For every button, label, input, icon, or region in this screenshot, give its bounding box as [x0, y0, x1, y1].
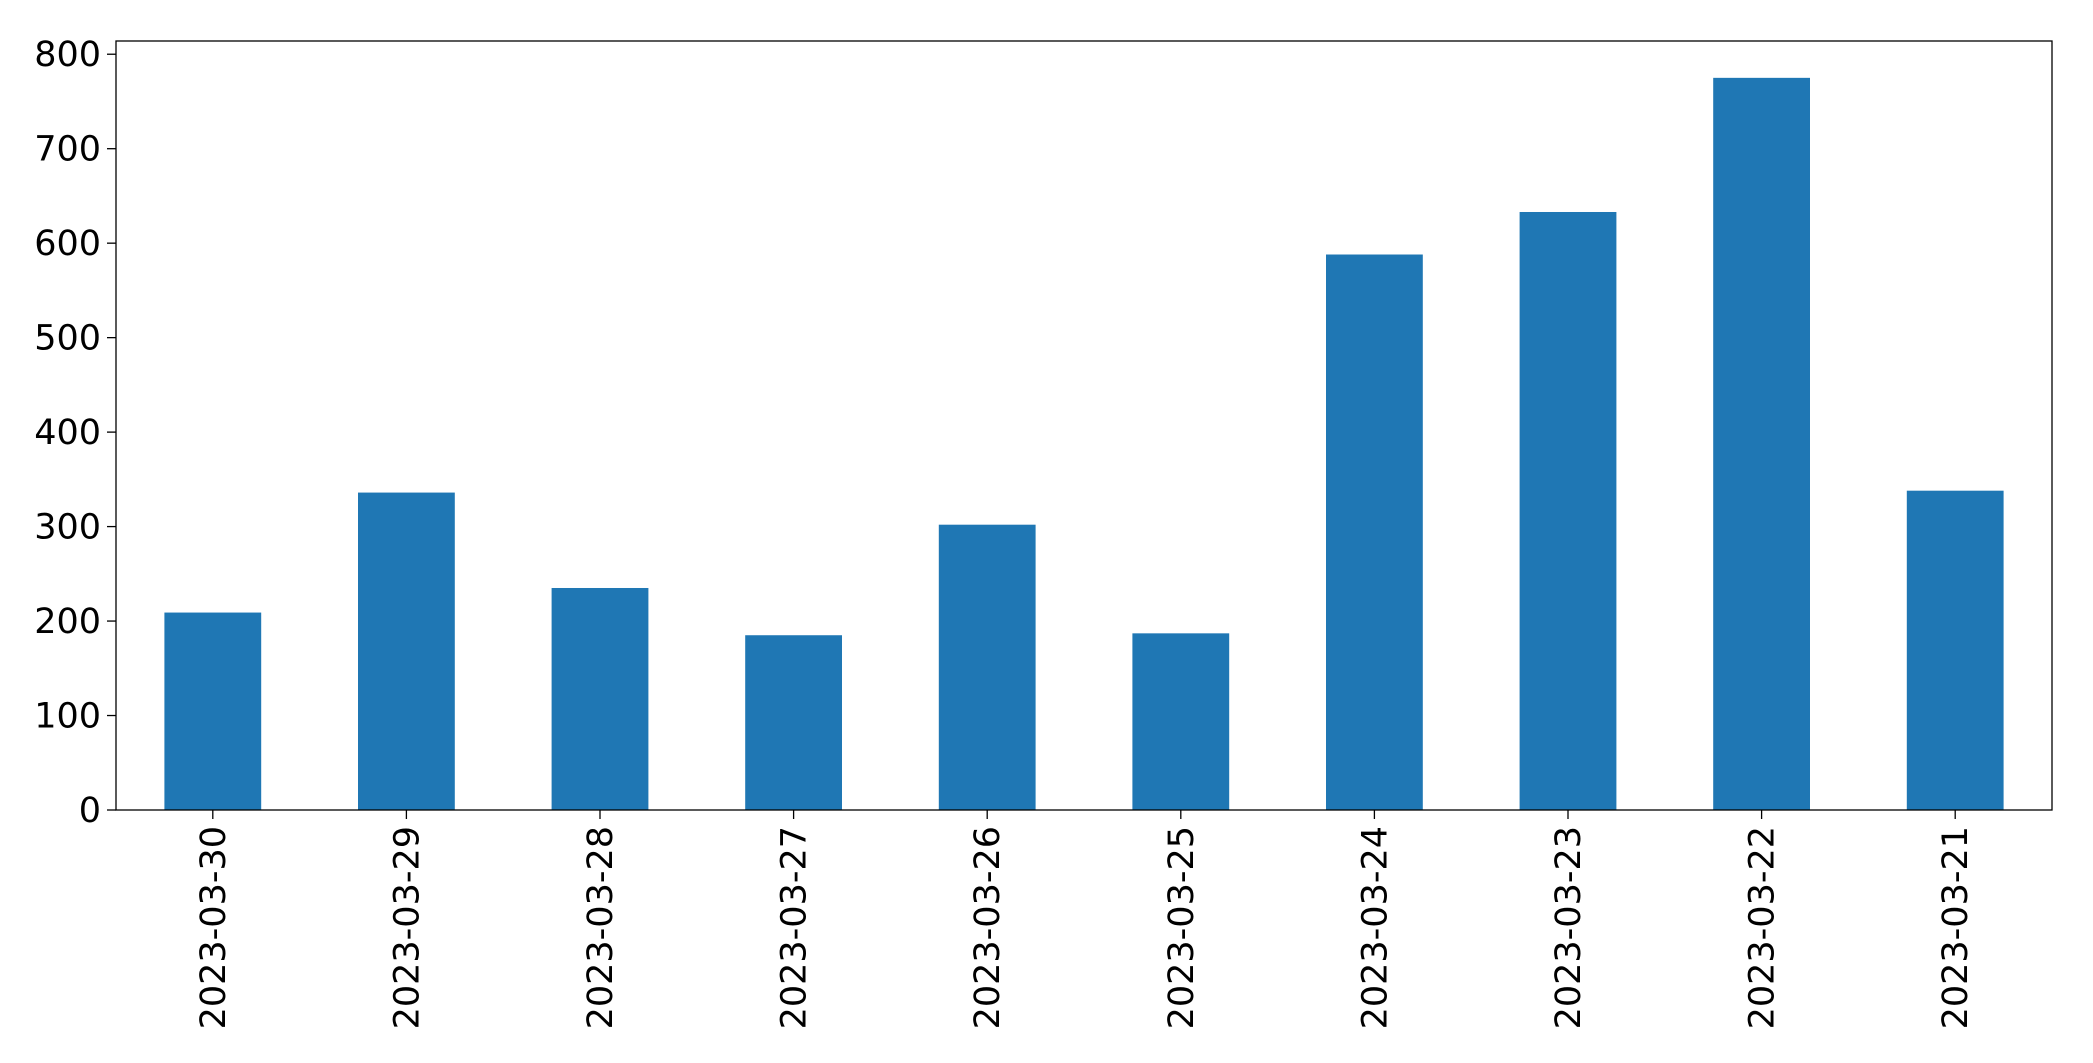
bar: [1326, 254, 1423, 810]
bar: [1132, 633, 1230, 810]
plot-frame: [115, 40, 2053, 811]
x-tick-label: 2023-03-26: [968, 826, 1008, 1029]
y-tick-label: 600: [34, 224, 101, 264]
bar: [938, 524, 1036, 810]
x-tick-label: 2023-03-23: [1549, 826, 1589, 1029]
y-tick-label: 500: [34, 319, 101, 359]
x-tick-label: 2023-03-28: [581, 826, 621, 1029]
y-tick-label: 400: [34, 413, 101, 453]
x-tick-label: 2023-03-22: [1743, 826, 1783, 1029]
y-tick-label: 200: [34, 602, 101, 642]
bar: [1906, 490, 2004, 810]
bar: [1519, 211, 1617, 811]
y-tick-label: 300: [34, 508, 101, 548]
x-tick-label: 2023-03-27: [775, 826, 815, 1029]
y-tick-label: 700: [34, 130, 101, 170]
x-tick-label: 2023-03-30: [194, 826, 234, 1029]
bar: [164, 612, 262, 810]
x-tick-label: 2023-03-24: [1355, 826, 1395, 1029]
x-tick-label: 2023-03-29: [387, 826, 427, 1029]
bar: [745, 635, 842, 810]
y-tick-label: 100: [34, 697, 101, 737]
y-tick-label: 0: [79, 791, 101, 831]
bar: [358, 492, 455, 810]
y-tick-label: 800: [34, 35, 101, 75]
bar: [1713, 77, 1810, 810]
bar: [551, 587, 649, 810]
x-tick-label: 2023-03-25: [1162, 826, 1202, 1029]
x-tick-label: 2023-03-21: [1936, 826, 1976, 1029]
